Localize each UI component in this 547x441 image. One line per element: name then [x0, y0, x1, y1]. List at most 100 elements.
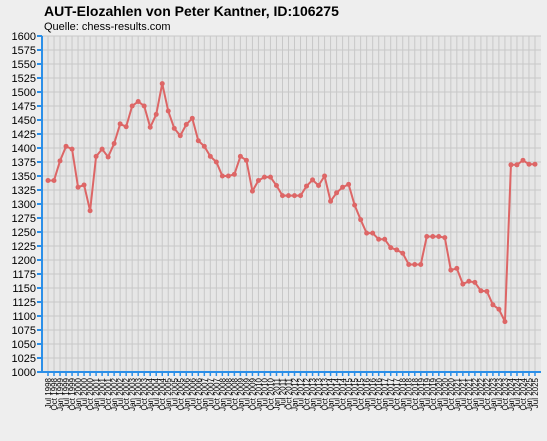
- x-tick-label: Jul 2003: [134, 377, 143, 408]
- point: [304, 183, 310, 189]
- x-tick-label: Jul 2015: [351, 377, 360, 408]
- y-tick-label: 1150: [12, 283, 36, 295]
- y-tick-label: 1225: [12, 241, 36, 253]
- point: [370, 230, 376, 236]
- x-tick-label: Jan 2007: [200, 377, 209, 410]
- x-tick-label: Jan 2003: [128, 377, 137, 410]
- point: [310, 177, 316, 183]
- x-tick-label: Oct 2001: [104, 377, 113, 410]
- point: [171, 125, 177, 131]
- x-tick-label: Jan 2012: [291, 377, 300, 410]
- point: [255, 177, 261, 183]
- point: [448, 267, 454, 273]
- x-tick-label: Jul 2007: [206, 377, 215, 408]
- x-tick-label: Jan 2023: [489, 377, 498, 410]
- point: [514, 162, 520, 168]
- point: [111, 141, 117, 147]
- y-tick-label: 1375: [12, 157, 36, 169]
- point: [460, 281, 466, 287]
- point: [454, 265, 460, 271]
- point: [400, 250, 406, 256]
- x-tick-label: Oct 2002: [122, 377, 131, 410]
- chart-title: AUT-Elozahlen von Peter Kantner, ID:1062…: [44, 3, 339, 19]
- point: [261, 174, 267, 180]
- point: [177, 133, 183, 139]
- x-tick-label: Jul 2004: [152, 377, 161, 408]
- point: [135, 99, 141, 105]
- point: [442, 235, 448, 241]
- x-tick-label: Jan 2002: [110, 377, 119, 410]
- x-tick-label: Jan 2018: [399, 377, 408, 410]
- y-tick-label: 1500: [12, 87, 36, 99]
- point: [322, 173, 328, 179]
- point: [213, 159, 219, 165]
- point: [382, 236, 388, 242]
- x-tick-label: Oct 2010: [266, 377, 275, 410]
- x-tick-label: Oct 2006: [194, 377, 203, 410]
- point: [466, 278, 472, 284]
- x-tick-label: Jul 1998: [44, 377, 53, 408]
- point: [69, 146, 75, 152]
- chart-subtitle: Quelle: chess-results.com: [44, 21, 171, 33]
- y-tick-label: 1575: [12, 45, 36, 57]
- x-tick-label: Jul 2016: [369, 377, 378, 408]
- x-tick-label: Jul 2005: [170, 377, 179, 408]
- x-tick-label: Oct 2020: [447, 377, 456, 410]
- point: [99, 146, 105, 152]
- point: [75, 184, 81, 190]
- point: [279, 193, 285, 199]
- x-tick-label: Jul 2020: [441, 377, 450, 408]
- x-tick-label: Oct 2004: [158, 377, 167, 410]
- x-tick-label: Jan 2006: [182, 377, 191, 410]
- x-tick-label: Oct 2014: [339, 377, 348, 410]
- point: [526, 161, 532, 167]
- point: [201, 143, 207, 149]
- y-tick-label: 1200: [12, 255, 36, 267]
- x-tick-label: Jan 2021: [453, 377, 462, 410]
- point: [394, 247, 400, 253]
- x-tick-label: Jan 2009: [236, 377, 245, 410]
- x-tick-label: Jul 1999: [62, 377, 71, 408]
- point: [484, 288, 490, 294]
- x-tick-label: Jul 2017: [387, 377, 396, 408]
- y-tick-label: 1600: [12, 31, 36, 43]
- x-tick-label: Jan 2013: [309, 377, 318, 410]
- point: [424, 233, 430, 239]
- x-tick-label: Jul 2025: [531, 377, 540, 408]
- point: [225, 173, 231, 179]
- x-tick-label: Jan 2000: [74, 377, 83, 410]
- y-tick-label: 1125: [12, 297, 36, 309]
- point: [412, 261, 418, 267]
- x-tick-label: Jul 2000: [80, 377, 89, 408]
- x-tick-label: Oct 2011: [284, 377, 293, 409]
- x-tick-label: Jul 2024: [513, 377, 522, 408]
- point: [231, 171, 237, 177]
- x-tick-label: Jan 1999: [56, 377, 65, 410]
- x-tick-label: Jan 2020: [435, 377, 444, 410]
- point: [63, 143, 69, 149]
- x-tick-label: Oct 2023: [501, 377, 510, 410]
- x-tick-label: Oct 2008: [230, 377, 239, 410]
- x-tick-label: Jul 2019: [423, 377, 432, 408]
- x-tick-label: Jan 2016: [363, 377, 372, 410]
- y-tick-label: 1175: [12, 269, 36, 281]
- point: [496, 306, 502, 312]
- point: [57, 158, 63, 164]
- point: [183, 121, 189, 127]
- y-tick-label: 1525: [12, 73, 36, 85]
- point: [117, 121, 123, 127]
- y-tick-label: 1050: [12, 339, 36, 351]
- x-tick-label: Oct 2021: [465, 377, 474, 410]
- y-tick-label: 1475: [12, 101, 36, 113]
- x-tick-label: Jul 2001: [98, 377, 107, 408]
- x-tick-label: Oct 2013: [321, 377, 330, 410]
- point: [436, 233, 442, 239]
- y-tick-label: 1025: [12, 353, 36, 365]
- point: [45, 177, 51, 183]
- x-tick-label: Jul 2021: [459, 377, 468, 408]
- point: [532, 161, 538, 167]
- x-tick-label: Jul 2010: [260, 377, 269, 408]
- x-tick-label: Jul 2013: [315, 377, 324, 408]
- point: [153, 111, 159, 117]
- point: [285, 193, 291, 199]
